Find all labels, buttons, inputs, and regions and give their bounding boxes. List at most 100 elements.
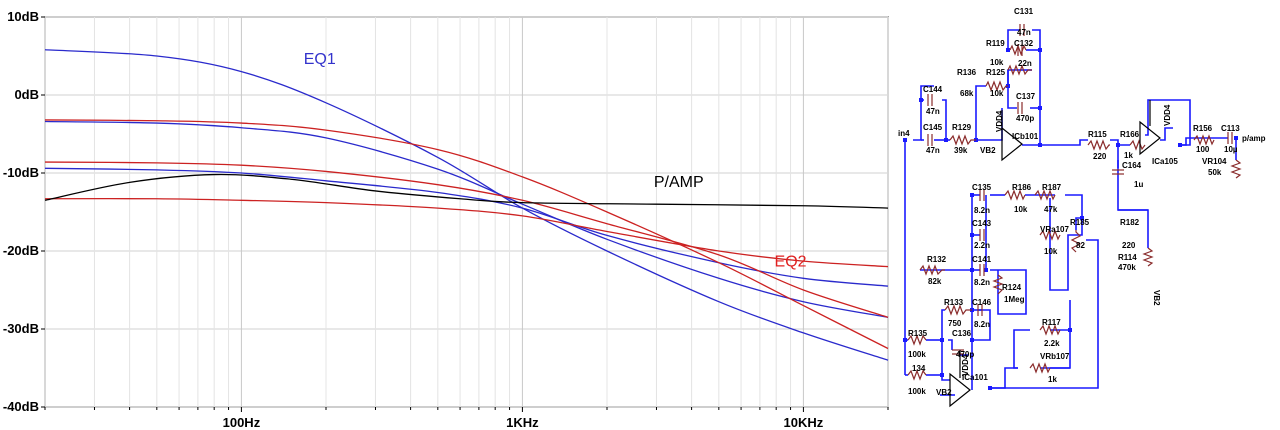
component-label: R133	[944, 298, 964, 307]
component-label: C145	[923, 123, 943, 132]
component-label: p/amp	[1242, 134, 1266, 143]
component-label: 1k	[1124, 151, 1133, 160]
x-tick-label: 100Hz	[223, 415, 261, 430]
component-label: 82	[1076, 241, 1085, 250]
component-label: 134	[912, 364, 926, 373]
series-line	[44, 120, 889, 318]
component-label: VB2	[936, 388, 952, 397]
component-label: 47k	[1044, 205, 1058, 214]
component-label: VDD4	[961, 354, 970, 376]
component-label: C144	[923, 85, 943, 94]
component-label: R166	[1120, 130, 1140, 139]
component-label: 8.2n	[974, 206, 990, 215]
component-label: R185	[1070, 218, 1090, 227]
component-label: C146	[972, 298, 992, 307]
component-label: ICa101	[962, 373, 988, 382]
series-line	[44, 197, 889, 268]
component-label: R124	[1002, 283, 1022, 292]
component-label: R136	[957, 68, 977, 77]
component-label: C131	[1014, 7, 1034, 16]
component-label: R129	[952, 123, 972, 132]
component-label: R182	[1120, 218, 1140, 227]
component-label: C113	[1221, 124, 1240, 133]
component-label: in4	[898, 129, 910, 138]
component-label: C143	[972, 219, 992, 228]
series-annotation: EQ2	[775, 254, 807, 271]
component-label: R125	[986, 68, 1006, 77]
component-label: 68k	[960, 89, 974, 98]
plot-labels: EQ1 P/AMP EQ2	[304, 51, 807, 271]
component-label: R135	[908, 329, 928, 338]
component-label: VB2	[980, 146, 996, 155]
y-tick-label: -40dB	[3, 399, 39, 414]
component-label: R117	[1042, 318, 1061, 327]
component-label: 8.2n	[974, 278, 990, 287]
component-label: 10k	[1044, 247, 1058, 256]
frequency-response-plot: 10dB 0dB -10dB -20dB -30dB -40dB 100Hz 1KHz 10KH…	[3, 9, 889, 430]
component-label: R114	[1118, 253, 1137, 262]
component-label: VRa107	[1040, 225, 1069, 234]
series-annotation: P/AMP	[654, 174, 704, 191]
component-label: ICb101	[1012, 132, 1039, 141]
series-line	[44, 119, 889, 350]
component-label: R156	[1193, 124, 1213, 133]
component-label: 47n	[926, 107, 940, 116]
component-label: C135	[972, 183, 992, 192]
component-label: R119	[986, 39, 1005, 48]
component-label: R187	[1042, 183, 1062, 192]
component-label: 100k	[908, 350, 926, 359]
component-label: 220	[1093, 152, 1107, 161]
component-label: 2.2k	[1044, 339, 1060, 348]
schematic-labels: C131 47n R119 C132 10k 22n R136 R125 68k…	[898, 7, 1266, 397]
series-line	[44, 161, 889, 318]
component-label: VRb107	[1040, 352, 1070, 361]
component-label: R186	[1012, 183, 1032, 192]
series-annotation: EQ1	[304, 51, 336, 68]
component-label: C141	[972, 255, 992, 264]
component-label: 750	[948, 319, 962, 328]
component-label: 10µ	[1224, 145, 1238, 154]
component-label: VDD4	[995, 110, 1004, 132]
component-label: C137	[1016, 92, 1036, 101]
component-label: R132	[927, 255, 947, 264]
component-label: 2.2n	[974, 241, 990, 250]
component-label: C136	[952, 329, 972, 338]
component-label: 50k	[1208, 168, 1222, 177]
component-label: 470p	[956, 350, 974, 359]
component-label: 10k	[990, 58, 1004, 67]
x-tick-label: 1KHz	[506, 415, 539, 430]
component-label: 22n	[1018, 59, 1032, 68]
component-label: 470p	[1016, 114, 1034, 123]
plot-frame	[44, 16, 889, 408]
series-line	[44, 49, 889, 361]
component-label: 82k	[928, 277, 942, 286]
plot-grid	[44, 16, 889, 408]
schematic-opamps	[949, 100, 1161, 408]
component-label: 1k	[1048, 375, 1057, 384]
component-label: 470k	[1118, 263, 1136, 272]
y-tick-label: -30dB	[3, 321, 39, 336]
y-tick-label: -10dB	[3, 165, 39, 180]
component-label: 1Meg	[1004, 295, 1025, 304]
y-tick-label: -20dB	[3, 243, 39, 258]
component-label: 10k	[990, 89, 1004, 98]
plot-ticks: 10dB 0dB -10dB -20dB -30dB -40dB 100Hz 1KHz 10KH…	[3, 9, 889, 430]
y-tick-label: 10dB	[7, 9, 39, 24]
component-label: VDD4	[1163, 104, 1172, 126]
component-label: 8.2n	[974, 320, 990, 329]
component-label: 47n	[1017, 28, 1031, 37]
circuit-schematic: C131 47n R119 C132 10k 22n R136 R125 68k…	[898, 7, 1266, 408]
x-tick-label: 10KHz	[784, 415, 824, 430]
component-label: C164	[1122, 161, 1142, 170]
component-label: ICa105	[1152, 157, 1178, 166]
plot-series	[44, 49, 889, 361]
component-label: C132	[1014, 39, 1034, 48]
schematic-wires	[904, 29, 1238, 396]
component-label: 10k	[1014, 205, 1028, 214]
component-label: 100	[1196, 145, 1210, 154]
component-label: 1u	[1134, 180, 1143, 189]
component-label: VB2	[1152, 290, 1161, 306]
component-label: R115	[1088, 130, 1107, 139]
component-label: 220	[1122, 241, 1136, 250]
